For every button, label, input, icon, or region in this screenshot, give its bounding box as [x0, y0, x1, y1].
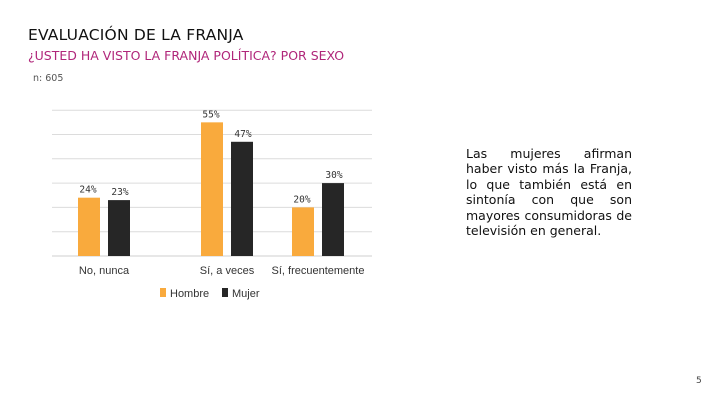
page-title: EVALUACIÓN DE LA FRANJA [28, 26, 244, 44]
bar-hombre [78, 197, 100, 256]
summary-note: Las mujeres afirman haber visto más la F… [466, 146, 632, 239]
data-label: 30% [325, 170, 342, 181]
category-label: Sí, frecuentemente [272, 265, 365, 277]
legend-swatch-hombre [160, 288, 166, 297]
bar-mujer [322, 183, 344, 256]
sample-size: n: 605 [33, 73, 64, 84]
data-label: 20% [293, 194, 310, 205]
chart-subtitle: ¿USTED HA VISTO LA FRANJA POLÍTICA? POR … [28, 48, 345, 63]
data-label: 47% [234, 129, 251, 140]
legend-swatch-mujer [222, 288, 228, 297]
data-label: 24% [79, 185, 96, 196]
page-number: 5 [696, 376, 702, 386]
bar-mujer [231, 141, 253, 256]
bar-mujer [108, 200, 130, 256]
legend-label: Hombre [170, 288, 209, 300]
category-label: No, nunca [79, 265, 130, 277]
legend-label: Mujer [232, 288, 260, 300]
category-label: Sí, a veces [200, 265, 255, 277]
bar-hombre [292, 207, 314, 256]
data-label: 23% [111, 187, 128, 198]
data-label: 55% [202, 109, 219, 120]
bar-hombre [201, 122, 223, 256]
